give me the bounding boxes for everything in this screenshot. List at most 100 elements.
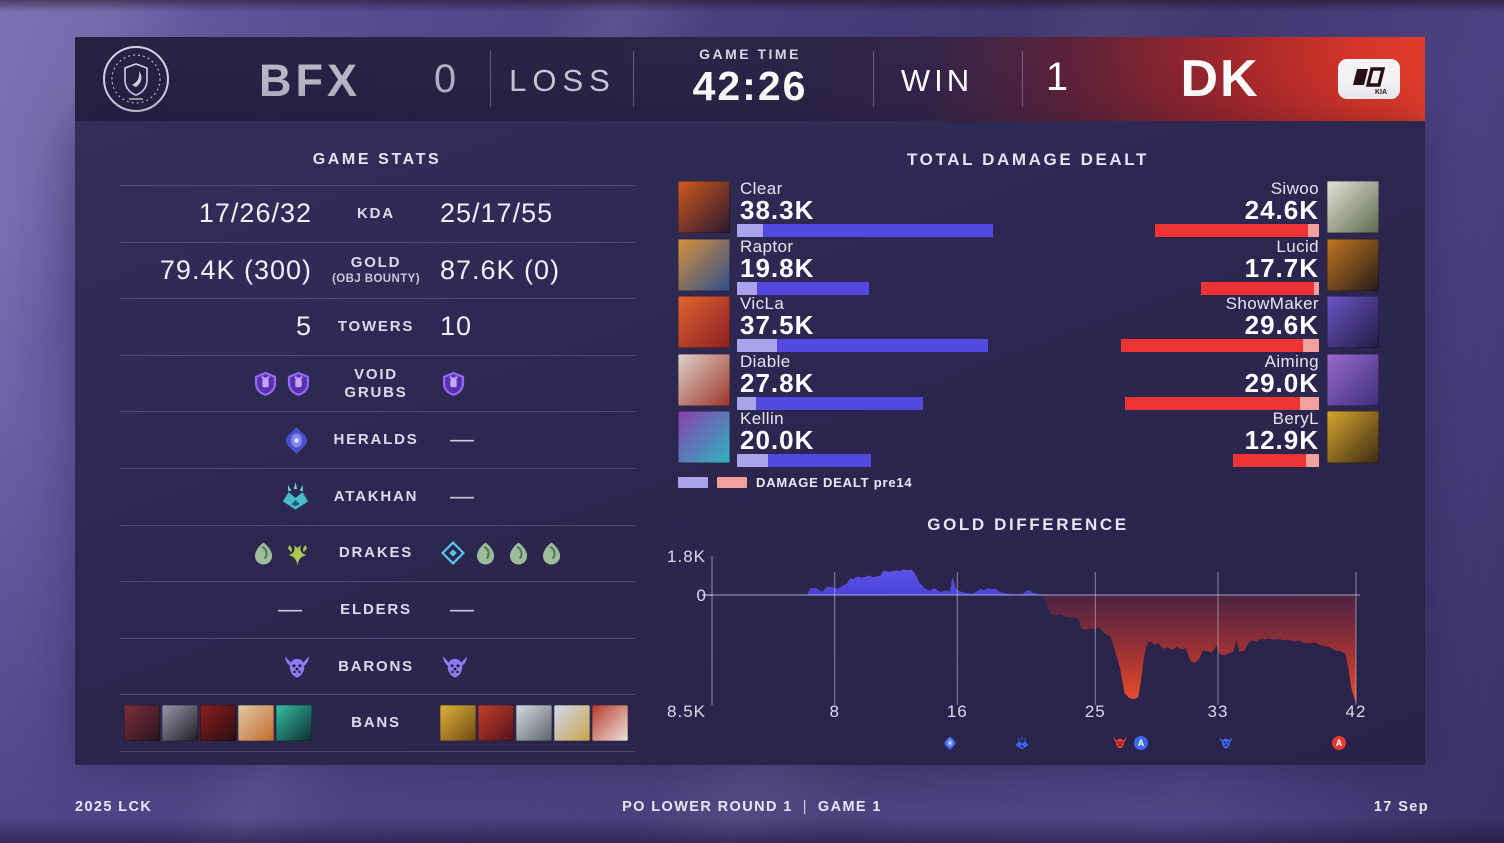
damage-value: 20.0K — [740, 425, 815, 455]
damage-bar — [737, 396, 923, 410]
damage-right-player: ShowMaker 29.6K — [1034, 295, 1379, 352]
atakhan-icon — [1015, 736, 1028, 750]
herald-icon — [944, 736, 956, 750]
gold-difference-chart: 8 16 25 33 42 1.8K 0 8.5K — [667, 547, 1367, 721]
team-left-result: LOSS — [509, 63, 616, 98]
baron-icon — [285, 655, 309, 678]
champion-portrait — [1327, 238, 1379, 291]
damage-value: 24.6K — [1244, 195, 1319, 225]
player-name: Raptor — [740, 236, 794, 256]
stat-row-drakes: DRAKES — [120, 524, 635, 582]
void-grub-icon — [287, 371, 310, 396]
damage-value: 37.5K — [740, 310, 815, 340]
divider — [633, 51, 634, 107]
stat-row-barons: BARONS — [120, 637, 635, 695]
event-ace-red-icon: A — [1331, 735, 1347, 751]
champion-portrait — [1327, 296, 1379, 348]
stat-right-value: 87.6K (0) — [440, 254, 561, 285]
event-baron-red-icon — [1112, 735, 1128, 751]
right-objective-icons — [440, 540, 565, 567]
damage-right-player: BeryL 12.9K — [1034, 410, 1379, 467]
stat-row-void-grubs: VOID GRUBS — [120, 354, 635, 412]
divider — [873, 51, 874, 107]
svg-text:8: 8 — [829, 702, 839, 721]
void-grub-icon — [442, 371, 465, 396]
pre14-red-swatch-icon — [717, 477, 747, 488]
left-objective-icons — [250, 539, 312, 568]
stat-label: VOID GRUBS — [344, 365, 408, 401]
damage-right-player: Lucid 17.7K — [1034, 238, 1379, 295]
damage-right-player: Siwoo 24.6K — [1034, 180, 1379, 237]
damage-value: 38.3K — [740, 195, 815, 225]
svg-text:0: 0 — [697, 586, 706, 605]
divider — [490, 51, 491, 107]
banned-champion-portrait — [478, 705, 514, 742]
drake-icon — [509, 542, 528, 565]
stat-row-towers: 5 TOWERS 10 — [120, 298, 635, 355]
damage-legend: DAMAGE DEALT pre14 — [678, 475, 912, 490]
damage-left-player: Diable 27.8K — [678, 353, 1023, 410]
damage-left-player: Kellin 20.0K — [678, 410, 1023, 467]
svg-text:1.8K: 1.8K — [667, 547, 706, 566]
scoreboard-bar: BFX 0 LOSS GAME TIME 42:26 WIN 1 DK KIA — [75, 37, 1425, 124]
stat-row-kda: 17/26/32 KDA 25/17/55 — [120, 185, 635, 242]
stat-label: BANS — [351, 714, 401, 732]
svg-text:8.5K: 8.5K — [667, 702, 706, 721]
stat-right-value: 10 — [440, 311, 473, 342]
damage-row: Diable 27.8K Aiming 29.0K — [678, 353, 1379, 411]
divider — [1022, 51, 1023, 107]
player-name: BeryL — [1272, 409, 1319, 428]
gold-deficit-area-red — [1040, 595, 1356, 704]
damage-bar — [1233, 454, 1319, 467]
svg-text:25: 25 — [1085, 702, 1106, 721]
game-time-value: 42:26 — [692, 63, 808, 109]
footer: 2025 LCK PO LOWER ROUND 1 | GAME 1 17 Sep — [75, 797, 1429, 823]
footer-series-info: PO LOWER ROUND 1 | GAME 1 — [75, 799, 1429, 815]
stat-label: DRAKES — [338, 544, 414, 562]
event-herald-blue-icon — [942, 735, 958, 751]
stat-left-value: 5 — [295, 311, 312, 342]
svg-text:33: 33 — [1208, 702, 1229, 721]
banned-champion-portrait — [124, 705, 160, 742]
footer-separator: | — [802, 799, 808, 815]
team-left-tag: BFX — [259, 55, 361, 106]
banned-champion-portrait — [162, 705, 198, 742]
ace-icon: A — [1332, 736, 1347, 750]
banned-champion-portrait — [276, 705, 312, 742]
gold-diff-title: GOLD DIFFERENCE — [927, 515, 1129, 534]
stat-label: KDA — [357, 204, 395, 222]
team-right-result: WIN — [900, 63, 974, 98]
damage-bar — [737, 454, 871, 467]
drake-icon — [542, 542, 561, 565]
champion-portrait — [678, 296, 730, 348]
player-name: Siwoo — [1270, 179, 1319, 198]
stat-row-heralds: HERALDS — — [120, 411, 635, 468]
svg-text:42: 42 — [1346, 702, 1367, 721]
left-bans — [124, 705, 312, 742]
kia-sponsor-logo-icon: KIA — [1337, 58, 1401, 105]
damage-row: Kellin 20.0K BeryL 12.9K — [678, 410, 1379, 468]
player-name: Aiming — [1264, 351, 1319, 371]
team-right-score: 1 — [1045, 55, 1069, 99]
event-atakhan-blue-icon — [1014, 735, 1030, 751]
game-time-label: GAME TIME — [699, 46, 801, 62]
stat-left-value: 17/26/32 — [198, 198, 312, 229]
stat-label: GOLD (OBJ BOUNTY) — [312, 254, 440, 287]
damage-right-player: Aiming 29.0K — [1034, 353, 1379, 410]
damage-bar — [1121, 339, 1319, 352]
footer-date: 17 Sep — [1373, 799, 1429, 815]
damage-bar — [737, 339, 988, 352]
left-objective-icons — [279, 480, 312, 513]
stat-left-value: — — [278, 595, 302, 623]
right-objective-icons — [440, 652, 470, 682]
stat-label: TOWERS — [337, 317, 415, 335]
right-bans — [440, 705, 628, 742]
pre14-blue-swatch-icon — [678, 477, 708, 488]
damage-title: TOTAL DAMAGE DEALT — [907, 150, 1149, 169]
player-name: ShowMaker — [1225, 294, 1319, 313]
damage-bar — [1201, 281, 1319, 295]
damage-bar — [1155, 224, 1319, 237]
atakhan-icon — [282, 482, 309, 510]
champion-portrait — [1327, 353, 1379, 406]
